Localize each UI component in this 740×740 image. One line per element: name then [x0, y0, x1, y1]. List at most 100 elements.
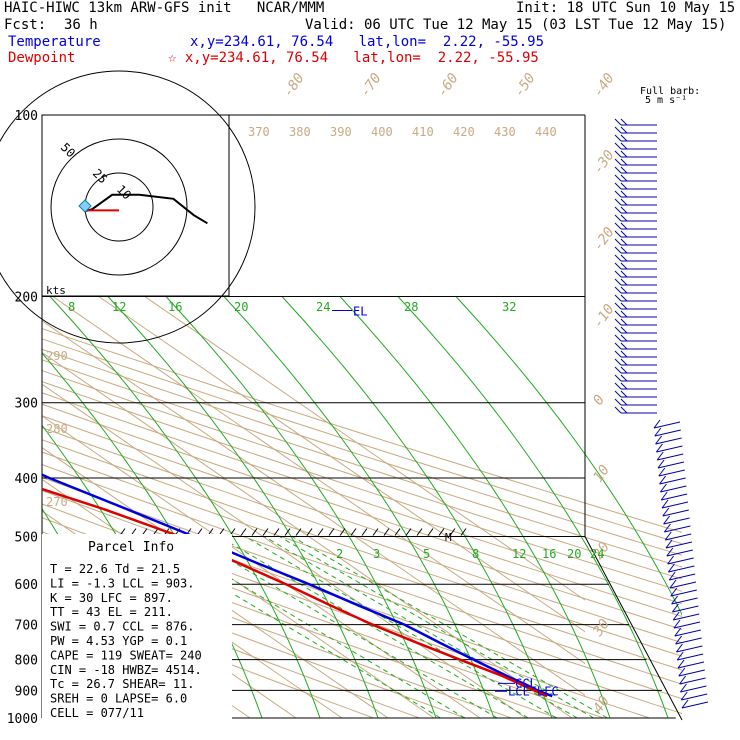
theta-label-390: 390 [330, 125, 352, 139]
parcel-info-row: LI = -1.3 LCL = 903. [50, 576, 195, 590]
wind-barb [614, 206, 622, 214]
wind-barb [670, 589, 697, 597]
frontal-tick [350, 528, 357, 536]
theta-label-380: 380 [289, 125, 311, 139]
sounding-header: HAIC-HIWC 13km ARW-GFS init NCAR/MMM Ini… [0, 0, 740, 70]
wind-barb [620, 342, 628, 350]
wind-barb [680, 683, 687, 693]
mixing-ratio-line-16 [264, 536, 578, 719]
wind-barb [620, 262, 628, 270]
wind-barb [620, 142, 628, 150]
moist-adiabat-11 [397, 296, 669, 719]
wind-barb [666, 547, 674, 557]
wind-barb [653, 419, 661, 429]
right-axis-lower [584, 536, 683, 721]
wind-barb [658, 469, 685, 477]
theta-label-400: 400 [371, 125, 393, 139]
wind-barb [659, 475, 666, 485]
mixing-ratio-label-32: 32 [502, 300, 516, 314]
wind-barb [670, 587, 678, 597]
frontal-tick [284, 528, 291, 536]
pressure-label-200: 200 [15, 291, 38, 306]
dry-adiabat-440 [42, 348, 682, 556]
wind-barb [673, 613, 700, 621]
wind-barb [614, 302, 622, 310]
mixing-ratio-label-5: 5 [423, 547, 430, 561]
wind-barb [656, 445, 683, 453]
wind-barb [620, 358, 628, 366]
init-time: Init: 18 UTC Sun 10 May 15 [516, 0, 736, 16]
theta-label-410: 410 [412, 125, 434, 139]
parcel-info-row: CELL = 077/11 [50, 706, 144, 720]
frontal-tick [262, 528, 269, 536]
wind-barb [614, 366, 622, 374]
theta-label-420: 420 [453, 125, 475, 139]
wind-barb [663, 517, 690, 525]
dry-adiabat-390 [42, 403, 682, 617]
mixing-ratio-label-12: 12 [512, 547, 526, 561]
wind-barb [614, 334, 622, 342]
pressure-label-800: 800 [15, 654, 38, 669]
wind-barb [620, 190, 628, 198]
isotherm-50 [42, 256, 585, 633]
temperature-location: x,y=234.61, 76.54 lat,lon= 2.22, -55.95 [190, 34, 545, 50]
mixing-ratio-line-24 [291, 536, 608, 719]
frontal-tick [317, 528, 324, 536]
mixing-ratio-label-16: 16 [168, 300, 182, 314]
wind-barb [614, 238, 622, 246]
series-line-temperature [42, 473, 553, 698]
hodograph-ring-25 [50, 138, 188, 276]
frontal-tick [339, 528, 346, 536]
hodograph-units: kts [46, 284, 66, 297]
dry-adiabat-460 [42, 328, 682, 533]
dry-adiabat-430 [42, 359, 682, 568]
wind-barb [614, 374, 622, 382]
wind-barb [657, 453, 684, 461]
wind-barb [669, 579, 677, 589]
wind-barb [620, 374, 628, 382]
parcel-info-row: PW = 4.53 YGP = 0.1 [50, 634, 187, 648]
mixing-ratio-label-28: 28 [404, 300, 418, 314]
isotherm-label--80: -80 [280, 70, 308, 100]
wind-barb [667, 555, 674, 565]
wind-barb [656, 451, 664, 461]
wind-barb [620, 182, 628, 190]
isotherm-label--20: -20 [590, 224, 618, 254]
barb-scale-label: 5 m s⁻¹ [645, 95, 687, 106]
isotherm-label--50: -50 [511, 70, 539, 100]
wind-barb [614, 182, 622, 190]
wind-barb [614, 230, 622, 238]
wind-barb [664, 523, 671, 533]
hodograph-ring-50 [0, 70, 256, 344]
wind-barb [620, 310, 628, 318]
wind-barb [662, 509, 689, 517]
dry-adiabat-360 [42, 439, 682, 657]
mixing-ratio-label-20: 20 [567, 547, 581, 561]
wind-barb [669, 581, 697, 589]
frontal-tick [372, 528, 379, 536]
wind-barb [620, 214, 628, 222]
wind-barb [653, 421, 681, 429]
isotherm-label--30: -30 [590, 147, 618, 177]
wind-barb [614, 358, 622, 366]
mixing-ratio-label-24: 24 [316, 300, 330, 314]
wind-barb [620, 406, 628, 414]
wind-barb [614, 342, 622, 350]
isotherm-40 [42, 288, 585, 665]
wind-barb [664, 525, 691, 533]
pressure-label-700: 700 [15, 619, 38, 634]
isotherm-label-10: 10 [590, 462, 613, 485]
dry-adiabat-420 [42, 370, 682, 580]
wind-barb [614, 350, 622, 358]
wind-barb [664, 531, 672, 541]
theta-label-370: 370 [248, 125, 270, 139]
frontal-tick [438, 528, 445, 536]
sounding-series [42, 473, 553, 698]
dry-adiabat-380 [42, 415, 682, 630]
wind-barb [620, 158, 628, 166]
wind-barb [614, 198, 622, 206]
wind-barb [614, 294, 622, 302]
wind-barb [620, 174, 628, 182]
